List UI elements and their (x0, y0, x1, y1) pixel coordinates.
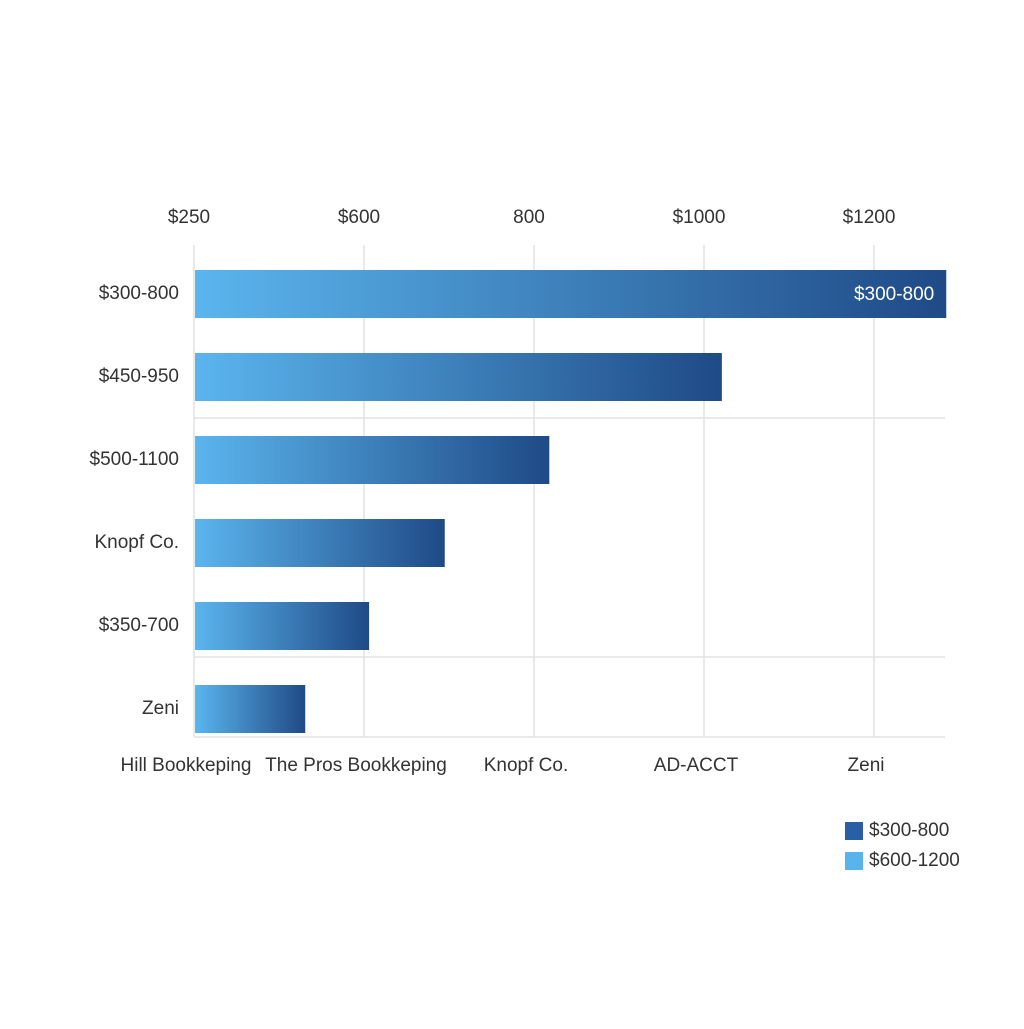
y-tick-label: $350-700 (99, 615, 179, 636)
x-tick-label: 800 (513, 207, 545, 228)
x-tick-label: $1000 (673, 207, 726, 228)
bar (195, 436, 550, 484)
bottom-label: Hill Bookkeping (121, 755, 252, 776)
y-tick-label: Knopf Co. (95, 532, 180, 553)
y-tick-label: $500-1100 (90, 449, 179, 470)
bar-annotation: $300-800 (854, 284, 934, 305)
y-tick-label: $450-950 (99, 366, 179, 387)
x-tick-label: $1200 (843, 207, 896, 228)
bottom-label: The Pros Bookkeping (265, 755, 447, 776)
bar (195, 270, 947, 318)
bar (195, 353, 722, 401)
bottom-label: Zeni (848, 755, 885, 776)
legend-label: $600-1200 (869, 850, 960, 871)
bottom-label: Knopf Co. (484, 755, 569, 776)
bar (195, 602, 370, 650)
x-tick-label: $250 (168, 207, 210, 228)
legend-swatch (845, 852, 863, 870)
legend-label: $300-800 (869, 820, 949, 841)
legend-swatch (845, 822, 863, 840)
bottom-label: AD-ACCT (654, 755, 739, 776)
bar (195, 519, 445, 567)
y-tick-label: $300-800 (99, 283, 179, 304)
x-tick-label: $600 (338, 207, 380, 228)
y-tick-label: Zeni (142, 698, 179, 719)
bar (195, 685, 306, 733)
